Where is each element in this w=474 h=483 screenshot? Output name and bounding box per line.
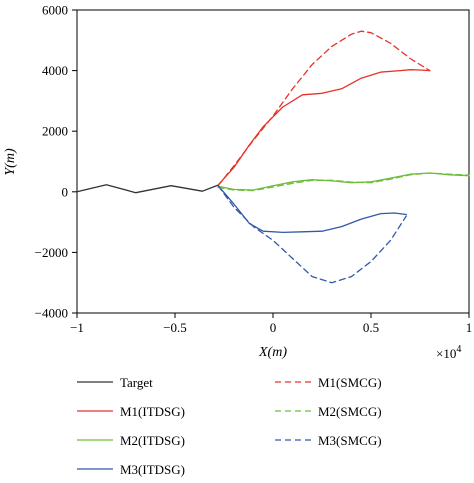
series-line-m2-smcg	[217, 172, 470, 192]
legend: Target M1(ITDSG) M2(ITDSG) M3(ITDSG) M1(SMCG…	[77, 375, 382, 477]
x-axis-exponent: ×104	[436, 344, 461, 361]
y-axis-title: Y(m)	[3, 148, 18, 176]
x-axis-title: X(m)	[258, 345, 287, 360]
legend-label: M2(ITDSG)	[120, 433, 185, 448]
series-line-m3-itdsg	[217, 185, 407, 234]
x-tick-label: 0.5	[363, 320, 379, 335]
x-tick-label: 0	[270, 320, 277, 335]
series-line-m3-smcg	[217, 185, 407, 284]
series-line-m1-itdsg	[217, 69, 431, 186]
y-tick-label: 6000	[42, 3, 68, 18]
legend-label: M1(ITDSG)	[120, 404, 185, 419]
series-line-target	[76, 184, 219, 194]
legend-label: M3(ITDSG)	[120, 462, 185, 477]
x-tick-label: −1	[70, 320, 84, 335]
series-layer	[76, 30, 470, 284]
y-tick-label: 0	[62, 184, 69, 199]
ticks-layer: −1 −0.5 0 0.5 1 −4000 −2000 0 2000 4000 6000	[35, 3, 473, 336]
y-tick-label: −4000	[35, 306, 68, 321]
x-tick-label: 1	[466, 320, 473, 335]
y-tick-label: −2000	[35, 245, 68, 260]
series-line-m1-smcg	[217, 30, 431, 187]
legend-label: M3(SMCG)	[318, 433, 382, 448]
legend-label: M1(SMCG)	[318, 375, 382, 390]
legend-label: Target	[120, 375, 153, 390]
x-tick-label: −0.5	[163, 320, 187, 335]
x-axis-exponent-power: 4	[456, 344, 461, 355]
x-axis-exponent-base: ×10	[436, 346, 456, 361]
series-line-m2-itdsg	[217, 172, 470, 191]
y-tick-label: 4000	[42, 63, 68, 78]
plot-area-frame	[76, 9, 470, 314]
y-tick-label: 2000	[42, 124, 68, 139]
legend-label: M2(SMCG)	[318, 404, 382, 419]
